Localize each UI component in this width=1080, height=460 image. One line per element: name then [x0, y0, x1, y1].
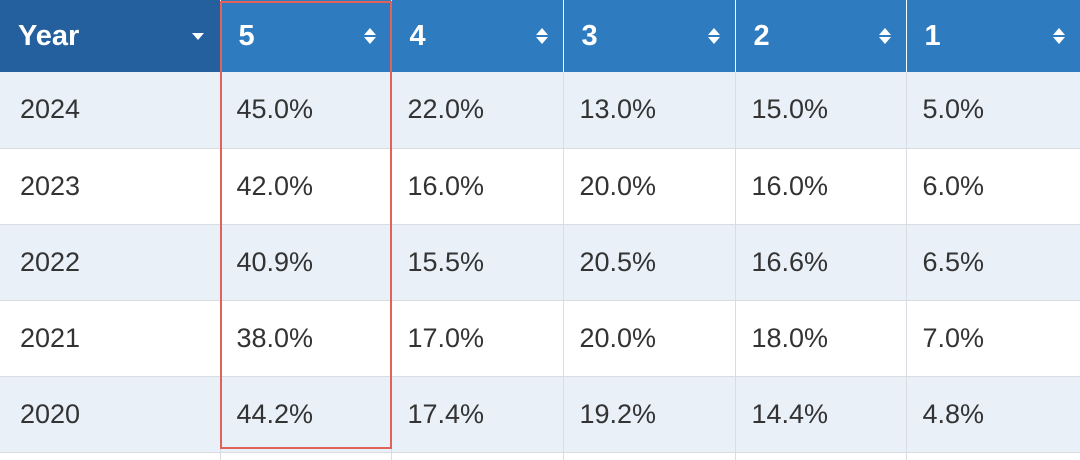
- value-cell: 19.2%: [563, 376, 736, 453]
- column-header-label: 3: [581, 19, 598, 52]
- value-cell: 17.4%: [391, 376, 564, 453]
- value-cell: 38.0%: [220, 300, 392, 377]
- value-cell: 40.9%: [220, 224, 392, 301]
- column-header-label: 5: [238, 19, 255, 52]
- value-cell: 44.2%: [220, 376, 392, 453]
- value-cell: 16.0%: [391, 148, 564, 225]
- value-cell: 45.0%: [220, 72, 392, 149]
- column-header-year[interactable]: Year: [0, 0, 221, 72]
- value-cell: 5.0%: [906, 72, 1080, 149]
- table-row: 2022 40.9% 15.5% 20.5% 16.6% 6.5%: [0, 224, 1080, 301]
- table-header-row: Year 5 4: [0, 0, 1080, 72]
- sort-both-icon[interactable]: [535, 25, 549, 47]
- value-cell: 14.4%: [735, 376, 907, 453]
- value-cell: 6.5%: [906, 224, 1080, 301]
- empty-cell: [735, 452, 907, 460]
- empty-cell: [391, 452, 564, 460]
- column-header-label: Year: [18, 19, 80, 52]
- sort-both-icon[interactable]: [363, 25, 377, 47]
- value-cell: 16.6%: [735, 224, 907, 301]
- table-row-partial: [0, 452, 1080, 460]
- value-cell: 42.0%: [220, 148, 392, 225]
- year-cell: 2020: [0, 376, 221, 453]
- sort-both-icon[interactable]: [1052, 25, 1066, 47]
- column-header-label: 1: [924, 19, 941, 52]
- year-cell: 2024: [0, 72, 221, 149]
- value-cell: 15.5%: [391, 224, 564, 301]
- table-row: 2024 45.0% 22.0% 13.0% 15.0% 5.0%: [0, 72, 1080, 149]
- empty-cell: [906, 452, 1080, 460]
- table-row: 2023 42.0% 16.0% 20.0% 16.0% 6.0%: [0, 148, 1080, 225]
- year-cell: 2021: [0, 300, 221, 377]
- column-header-label: 2: [753, 19, 770, 52]
- column-header-3[interactable]: 3: [563, 0, 736, 72]
- year-cell: 2022: [0, 224, 221, 301]
- column-header-label: 4: [409, 19, 426, 52]
- empty-cell: [220, 452, 392, 460]
- value-cell: 18.0%: [735, 300, 907, 377]
- column-header-1[interactable]: 1: [906, 0, 1080, 72]
- value-cell: 4.8%: [906, 376, 1080, 453]
- value-cell: 20.0%: [563, 300, 736, 377]
- sort-both-icon[interactable]: [707, 25, 721, 47]
- value-cell: 20.5%: [563, 224, 736, 301]
- table-row: 2020 44.2% 17.4% 19.2% 14.4% 4.8%: [0, 376, 1080, 453]
- value-cell: 6.0%: [906, 148, 1080, 225]
- empty-cell: [0, 452, 221, 460]
- table-row: 2021 38.0% 17.0% 20.0% 18.0% 7.0%: [0, 300, 1080, 377]
- value-cell: 17.0%: [391, 300, 564, 377]
- empty-cell: [563, 452, 736, 460]
- value-cell: 15.0%: [735, 72, 907, 149]
- column-header-2[interactable]: 2: [735, 0, 907, 72]
- sort-both-icon[interactable]: [878, 25, 892, 47]
- year-cell: 2023: [0, 148, 221, 225]
- value-cell: 7.0%: [906, 300, 1080, 377]
- column-header-5[interactable]: 5: [220, 0, 392, 72]
- value-cell: 13.0%: [563, 72, 736, 149]
- dropdown-caret-icon[interactable]: [191, 32, 204, 40]
- column-header-4[interactable]: 4: [391, 0, 564, 72]
- value-cell: 22.0%: [391, 72, 564, 149]
- value-cell: 16.0%: [735, 148, 907, 225]
- value-cell: 20.0%: [563, 148, 736, 225]
